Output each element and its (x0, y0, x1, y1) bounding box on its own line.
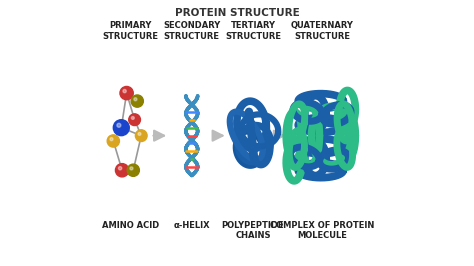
Circle shape (138, 132, 141, 135)
Text: PRIMARY
STRUCTURE: PRIMARY STRUCTURE (102, 21, 159, 41)
Circle shape (110, 138, 113, 141)
Circle shape (113, 120, 129, 136)
Text: AMINO ACID: AMINO ACID (102, 221, 159, 230)
Circle shape (129, 114, 140, 126)
Text: SECONDARY
STRUCTURE: SECONDARY STRUCTURE (163, 21, 220, 41)
Circle shape (131, 95, 143, 107)
Circle shape (131, 117, 134, 119)
Text: POLYPEPTIDE
CHAINS: POLYPEPTIDE CHAINS (222, 221, 284, 240)
Text: TERTIARY
STRUCTURE: TERTIARY STRUCTURE (225, 21, 281, 41)
Circle shape (134, 98, 137, 101)
Circle shape (136, 130, 147, 142)
Circle shape (118, 167, 122, 170)
Circle shape (116, 164, 129, 177)
Circle shape (117, 123, 121, 127)
Text: COMPLEX OF PROTEIN
MOLECULE: COMPLEX OF PROTEIN MOLECULE (270, 221, 374, 240)
Circle shape (120, 86, 133, 100)
Text: QUATERNARY
STRUCTURE: QUATERNARY STRUCTURE (291, 21, 354, 41)
Circle shape (127, 164, 139, 176)
Circle shape (130, 167, 133, 170)
Circle shape (123, 89, 126, 93)
Text: α-HELIX: α-HELIX (173, 221, 210, 230)
Circle shape (107, 135, 119, 147)
Text: PROTEIN STRUCTURE: PROTEIN STRUCTURE (174, 8, 300, 18)
